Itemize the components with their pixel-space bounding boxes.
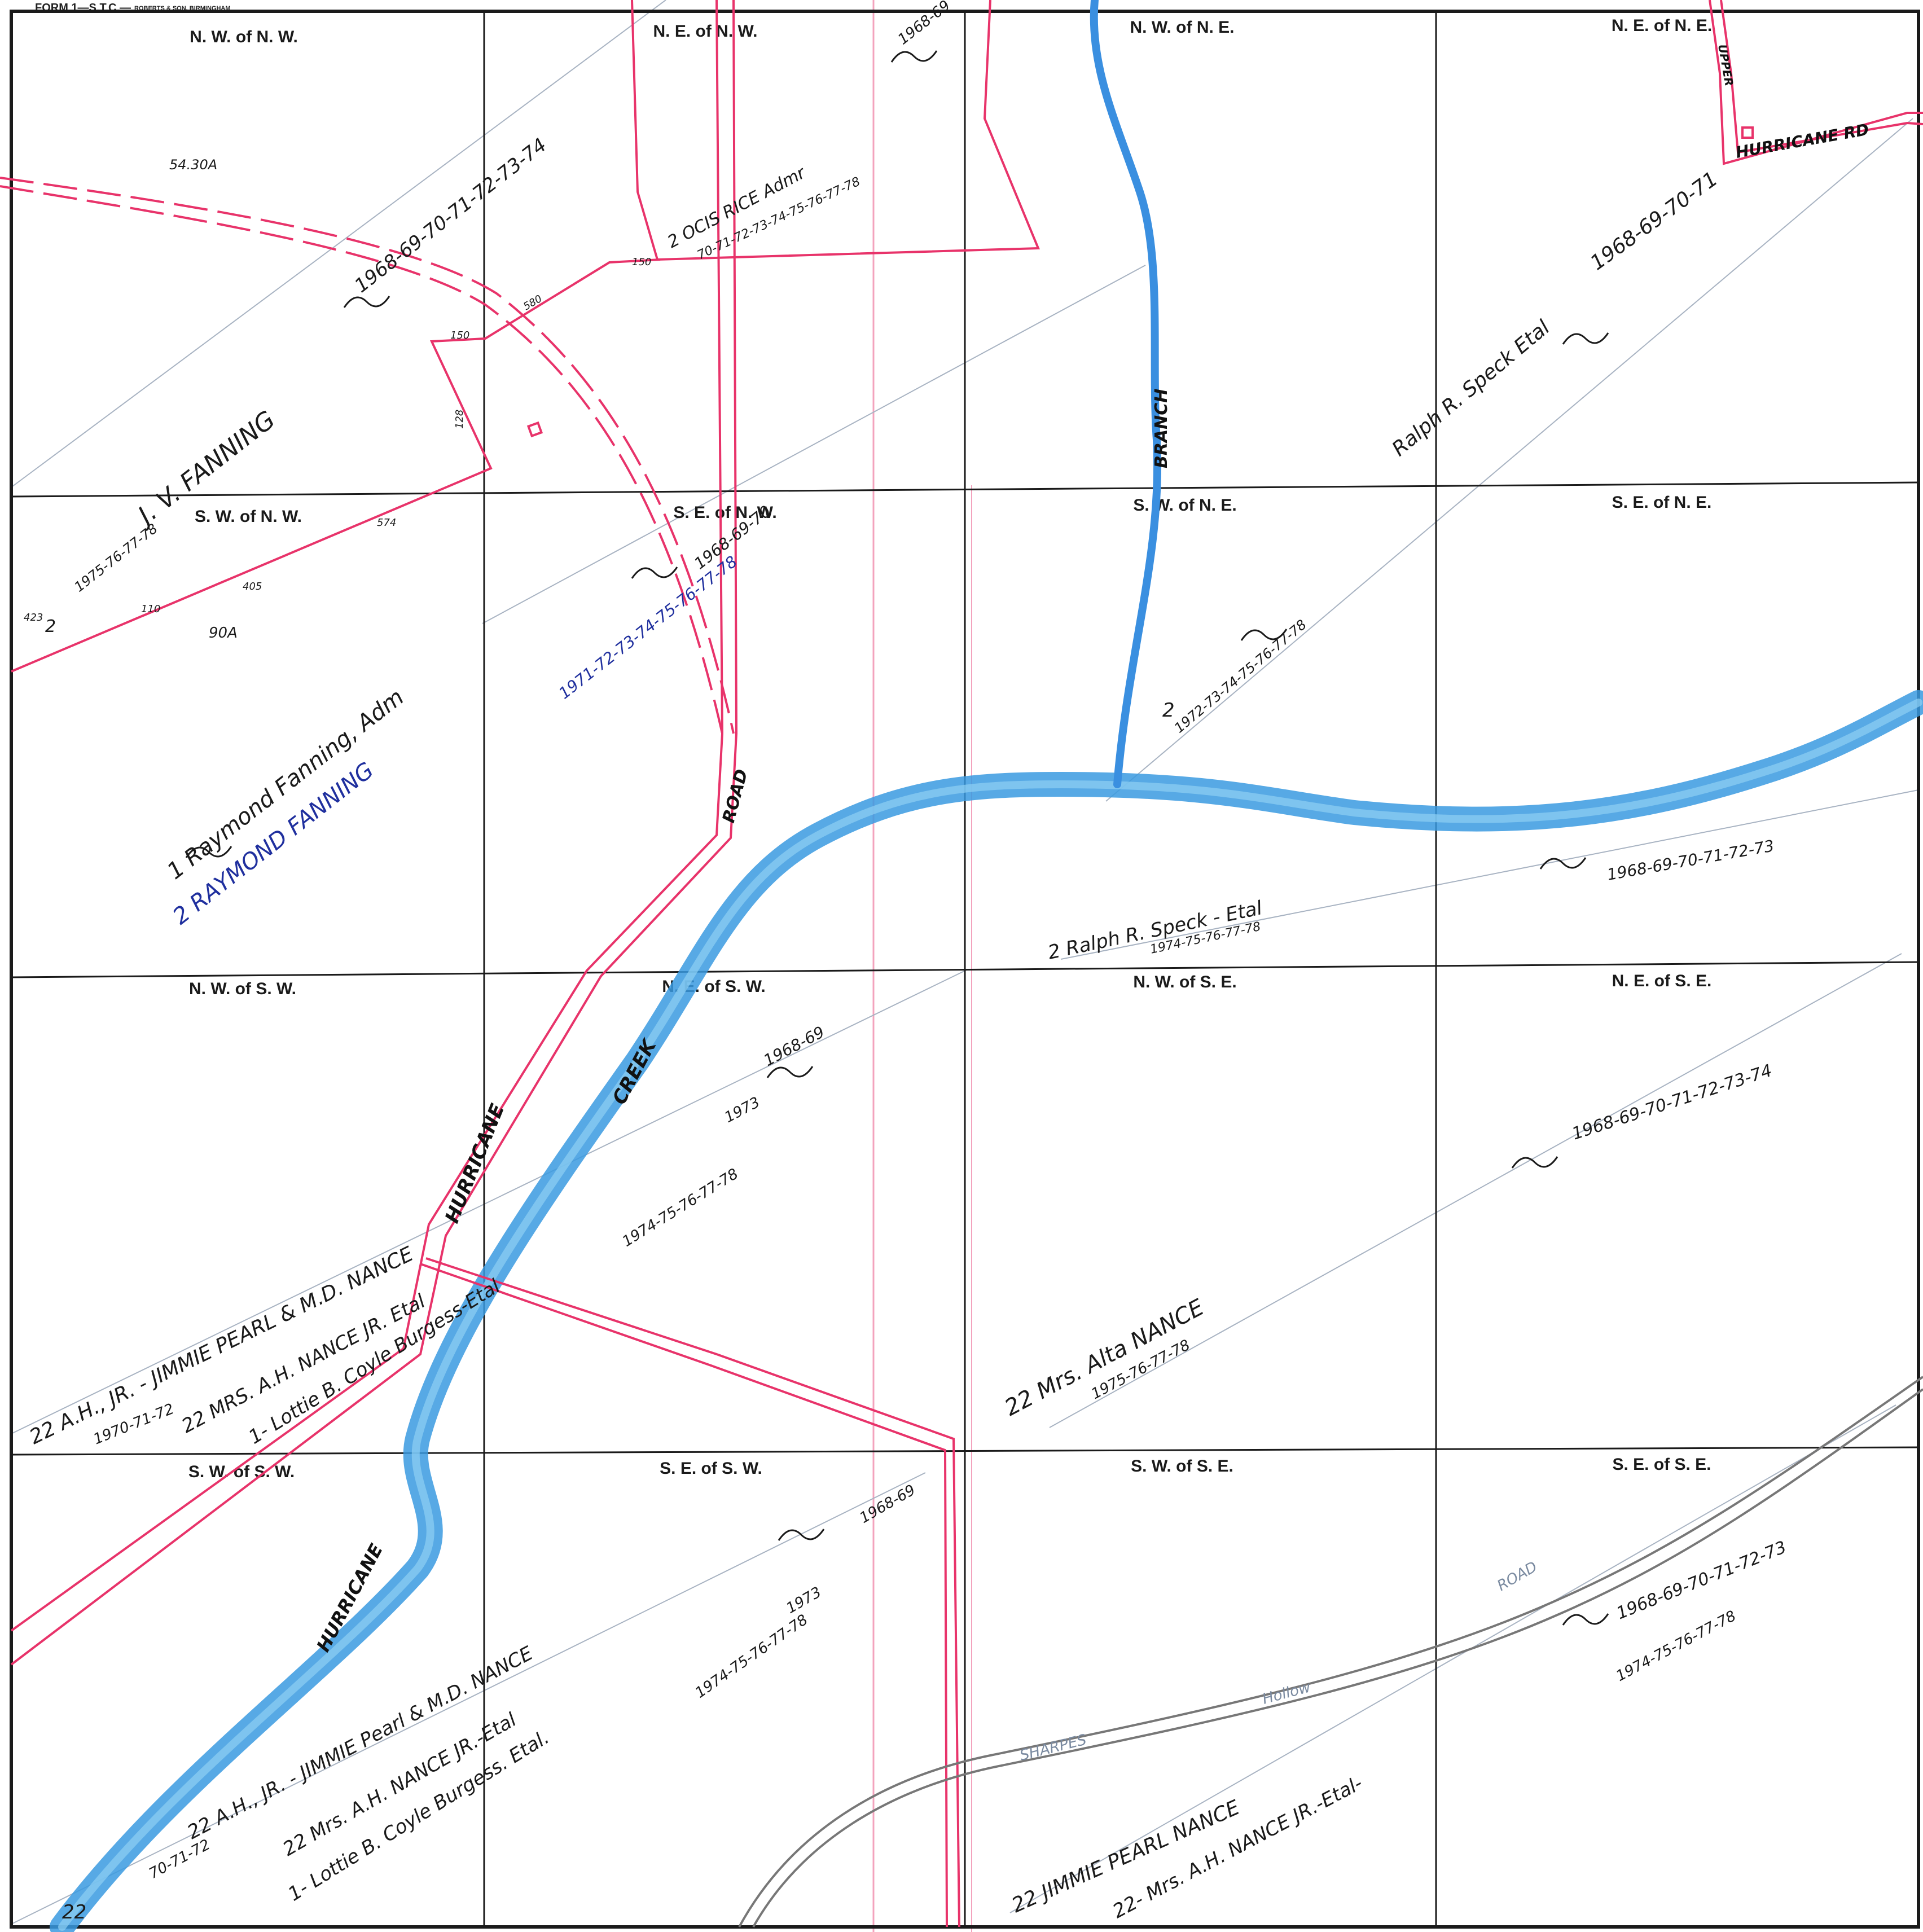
quarter-grid (11, 11, 1919, 1927)
owner-entry-years: 1968-69-70-71-72-73-74 (1570, 1061, 1775, 1144)
owner-entry-years: 1974-75-76-77-78 (620, 1165, 741, 1250)
cell-label-sw-nw: S. W. of N. W. (195, 507, 302, 526)
sharpes-label: SHARPES (1018, 1732, 1088, 1764)
distance-mark: 574 (377, 517, 396, 529)
parcel-marks: 54.30A 90A 150 580 150 128 574 405 423 1… (24, 157, 651, 642)
owner-entry-years: 1974-75-76-77-78 (692, 1612, 811, 1702)
pencil-guide-lines (11, 0, 1919, 1925)
cell-label-nw-sw: N. W. of S. W. (189, 980, 296, 998)
hurricane-creek-center (58, 699, 1922, 1931)
acreage-label: 54.30A (169, 157, 217, 173)
owner-entry-code: 22 (62, 1901, 86, 1924)
owner-entry-code: 2 (45, 617, 56, 636)
ditto-marks (185, 50, 1609, 1626)
branch-stream (1090, 0, 1162, 788)
cell-label-nw-nw: N. W. of N. W. (190, 28, 298, 46)
branch-label: BRANCH (1152, 389, 1171, 468)
owner-entry-years: 1968-69-70-71-72-73-74 (350, 134, 551, 297)
owner-entry-years: 1968-69-70-71 (1586, 168, 1722, 275)
owner-entry-code: 2 (1162, 699, 1175, 722)
property-lines (10, 0, 1923, 1927)
old-road-dashed (0, 177, 735, 734)
owner-entry-years: 1968-69-70-71-72-73 (1614, 1538, 1789, 1624)
distance-mark: 150 (632, 256, 651, 268)
cell-label-se-sw: S. E. of S. W. (660, 1459, 762, 1478)
distance-mark: 110 (141, 603, 160, 615)
cell-label-ne-se: N. E. of S. E. (1612, 972, 1712, 990)
sharpes-hollow-road (738, 1376, 1923, 1927)
owner-entry-years: 1971-72-73-74-75-76-77-78 (555, 552, 741, 703)
cell-label-ne-nw: N. E. of N. W. (653, 22, 758, 41)
owner-entry-years: 1973 (784, 1584, 824, 1617)
owner-entry-years: 1968-69 (895, 0, 954, 49)
cell-label-sw-ne: S. W. of N. E. (1133, 496, 1236, 515)
cell-label-ne-ne: N. E. of N. E. (1612, 16, 1712, 35)
owner-entry-years: 1975-76-77-78 (71, 521, 160, 595)
distance-mark: 405 (243, 581, 262, 592)
owner-entry-years: 1972-73-74-75-76-77-78 (1171, 617, 1310, 736)
owner-entry-name: 1 Raymond Fanning, Adm (163, 684, 409, 885)
road-label-north: ROAD (719, 767, 752, 825)
owner-entry-years: 1968-69 (857, 1482, 919, 1527)
owner-entry-years: 1973 (722, 1094, 763, 1127)
cell-label-se-nw: S. E. of N. W. (673, 503, 776, 522)
owner-entry-years: 1968-69 (761, 1022, 828, 1070)
hurricane-road-label: HURRICANE RD (1734, 120, 1870, 162)
hurricane-label-road: HURRICANE (441, 1101, 509, 1227)
cell-label-se-se: S. E. of S. E. (1612, 1455, 1711, 1474)
cell-labels: N. W. of N. W. N. E. of N. W. N. W. of N… (188, 16, 1712, 1481)
owner-entry-name: Ralph R. Speck Etal (1388, 316, 1554, 461)
cell-label-nw-se: N. W. of S. E. (1133, 973, 1236, 991)
cell-label-sw-se: S. W. of S. E. (1131, 1457, 1233, 1476)
owner-entry-years: 1968-69-70-71-72-73 (1605, 836, 1775, 884)
cell-label-se-ne: S. E. of N. E. (1612, 493, 1712, 512)
acreage-label: 90A (209, 625, 238, 642)
distance-mark: 128 (454, 410, 466, 429)
road-label-south: ROAD (1495, 1558, 1540, 1595)
distance-mark: 150 (450, 330, 469, 341)
owner-entry-years: 70-71-72 (146, 1836, 213, 1882)
owner-entries: 1968-69-70-71-72-73-74 J. V. FANNING 197… (26, 0, 1789, 1924)
distance-mark: 423 (24, 612, 43, 623)
cell-label-nw-ne: N. W. of N. E. (1130, 18, 1235, 37)
